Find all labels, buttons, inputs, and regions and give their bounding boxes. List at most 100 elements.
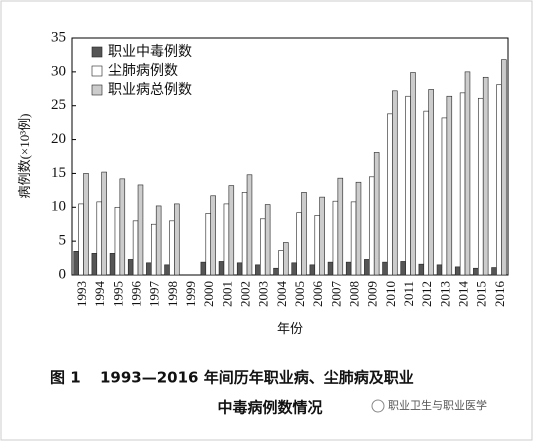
bar [410,72,416,276]
x-tick-label: 2006 [310,281,325,308]
bar [327,261,334,276]
x-tick-label: 2009 [365,281,380,307]
y-tick-label: 20 [51,131,66,147]
x-tick-label: 2007 [328,281,343,308]
watermark-icon [371,399,385,413]
legend-swatch [91,84,103,96]
bar [400,261,406,276]
bar [387,113,393,276]
bar [441,117,448,276]
y-tick-label: 25 [51,97,66,113]
bar [345,261,352,276]
bar [501,59,507,276]
bar [137,184,144,276]
bar [473,267,479,276]
y-tick-label: 35 [51,29,66,45]
plot-frame [71,37,509,276]
bar [174,203,180,276]
caption-line: 中毒病例数情况 [217,399,322,417]
bar [223,203,230,276]
x-tick-label: 1994 [92,281,107,308]
x-tick-label: 2000 [201,281,216,307]
bar [200,261,207,276]
bar [405,95,411,276]
bar [255,264,261,276]
caption-label: 图 1 [50,369,81,387]
bar [364,259,370,276]
bar [454,266,461,276]
bar [355,181,362,276]
bar [114,206,121,276]
bar [382,261,388,276]
bar [236,262,243,276]
x-tick-label: 2001 [219,281,234,307]
watermark: 职业卫生与职业医学 [388,398,487,412]
legend-swatch [91,46,103,58]
bar [96,201,103,276]
legend-label: 职业病总例数 [108,82,192,98]
bar [218,261,225,276]
bar [78,203,84,276]
legend-label: 尘肺病例数 [108,63,178,79]
x-tick-label: 2003 [256,281,271,307]
bar [264,204,271,276]
bar [283,242,289,276]
bar [127,259,134,276]
bar [309,264,316,276]
bar [164,264,170,276]
y-tick-label: 15 [51,165,66,181]
bar [423,110,430,276]
bar [259,218,266,276]
bar [319,196,325,276]
bar [477,97,484,276]
bar [350,201,357,276]
x-tick-label: 2010 [383,281,398,307]
bar [273,267,279,276]
x-tick-label: 2008 [347,281,362,307]
x-tick-label: 2005 [292,281,307,307]
bar [132,220,139,276]
bar [291,262,297,276]
bar [119,178,126,276]
bar [91,253,98,276]
bar [241,192,248,276]
x-tick-label: 2011 [401,281,416,307]
legend-swatch [91,65,103,77]
bar [482,76,489,276]
bar [491,267,497,276]
x-tick-label: 2004 [274,281,289,308]
bar [428,89,434,276]
bar [301,192,307,276]
bar [169,220,175,276]
bar [109,253,116,276]
bar [296,212,302,276]
x-axis-label: 年份 [277,321,303,336]
x-tick-label: 1995 [110,281,125,307]
x-tick-label: 2015 [474,281,489,307]
y-axis-label: 病例数(×10³例) [17,114,32,199]
bar [278,250,284,276]
x-tick-label: 1996 [129,281,144,308]
x-tick-label: 2014 [456,281,471,308]
x-tick-label: 2016 [492,280,507,307]
bar [210,195,216,276]
x-tick-label: 1999 [183,281,198,307]
x-tick-label: 2002 [238,281,253,307]
bar [101,171,107,276]
bar [418,263,425,276]
bar [459,92,466,276]
x-tick-label: 1993 [74,281,89,307]
y-tick-label: 30 [51,63,66,79]
bar [392,90,398,276]
bar [368,176,375,276]
bar [314,215,321,276]
bar [73,251,79,276]
bar [464,71,471,276]
x-tick-label: 2012 [419,281,434,307]
bar [205,213,212,276]
bar [496,84,502,276]
caption-line: 1993—2016 年间历年职业病、尘肺病及职业 [100,369,414,387]
y-tick-label: 5 [59,233,67,249]
